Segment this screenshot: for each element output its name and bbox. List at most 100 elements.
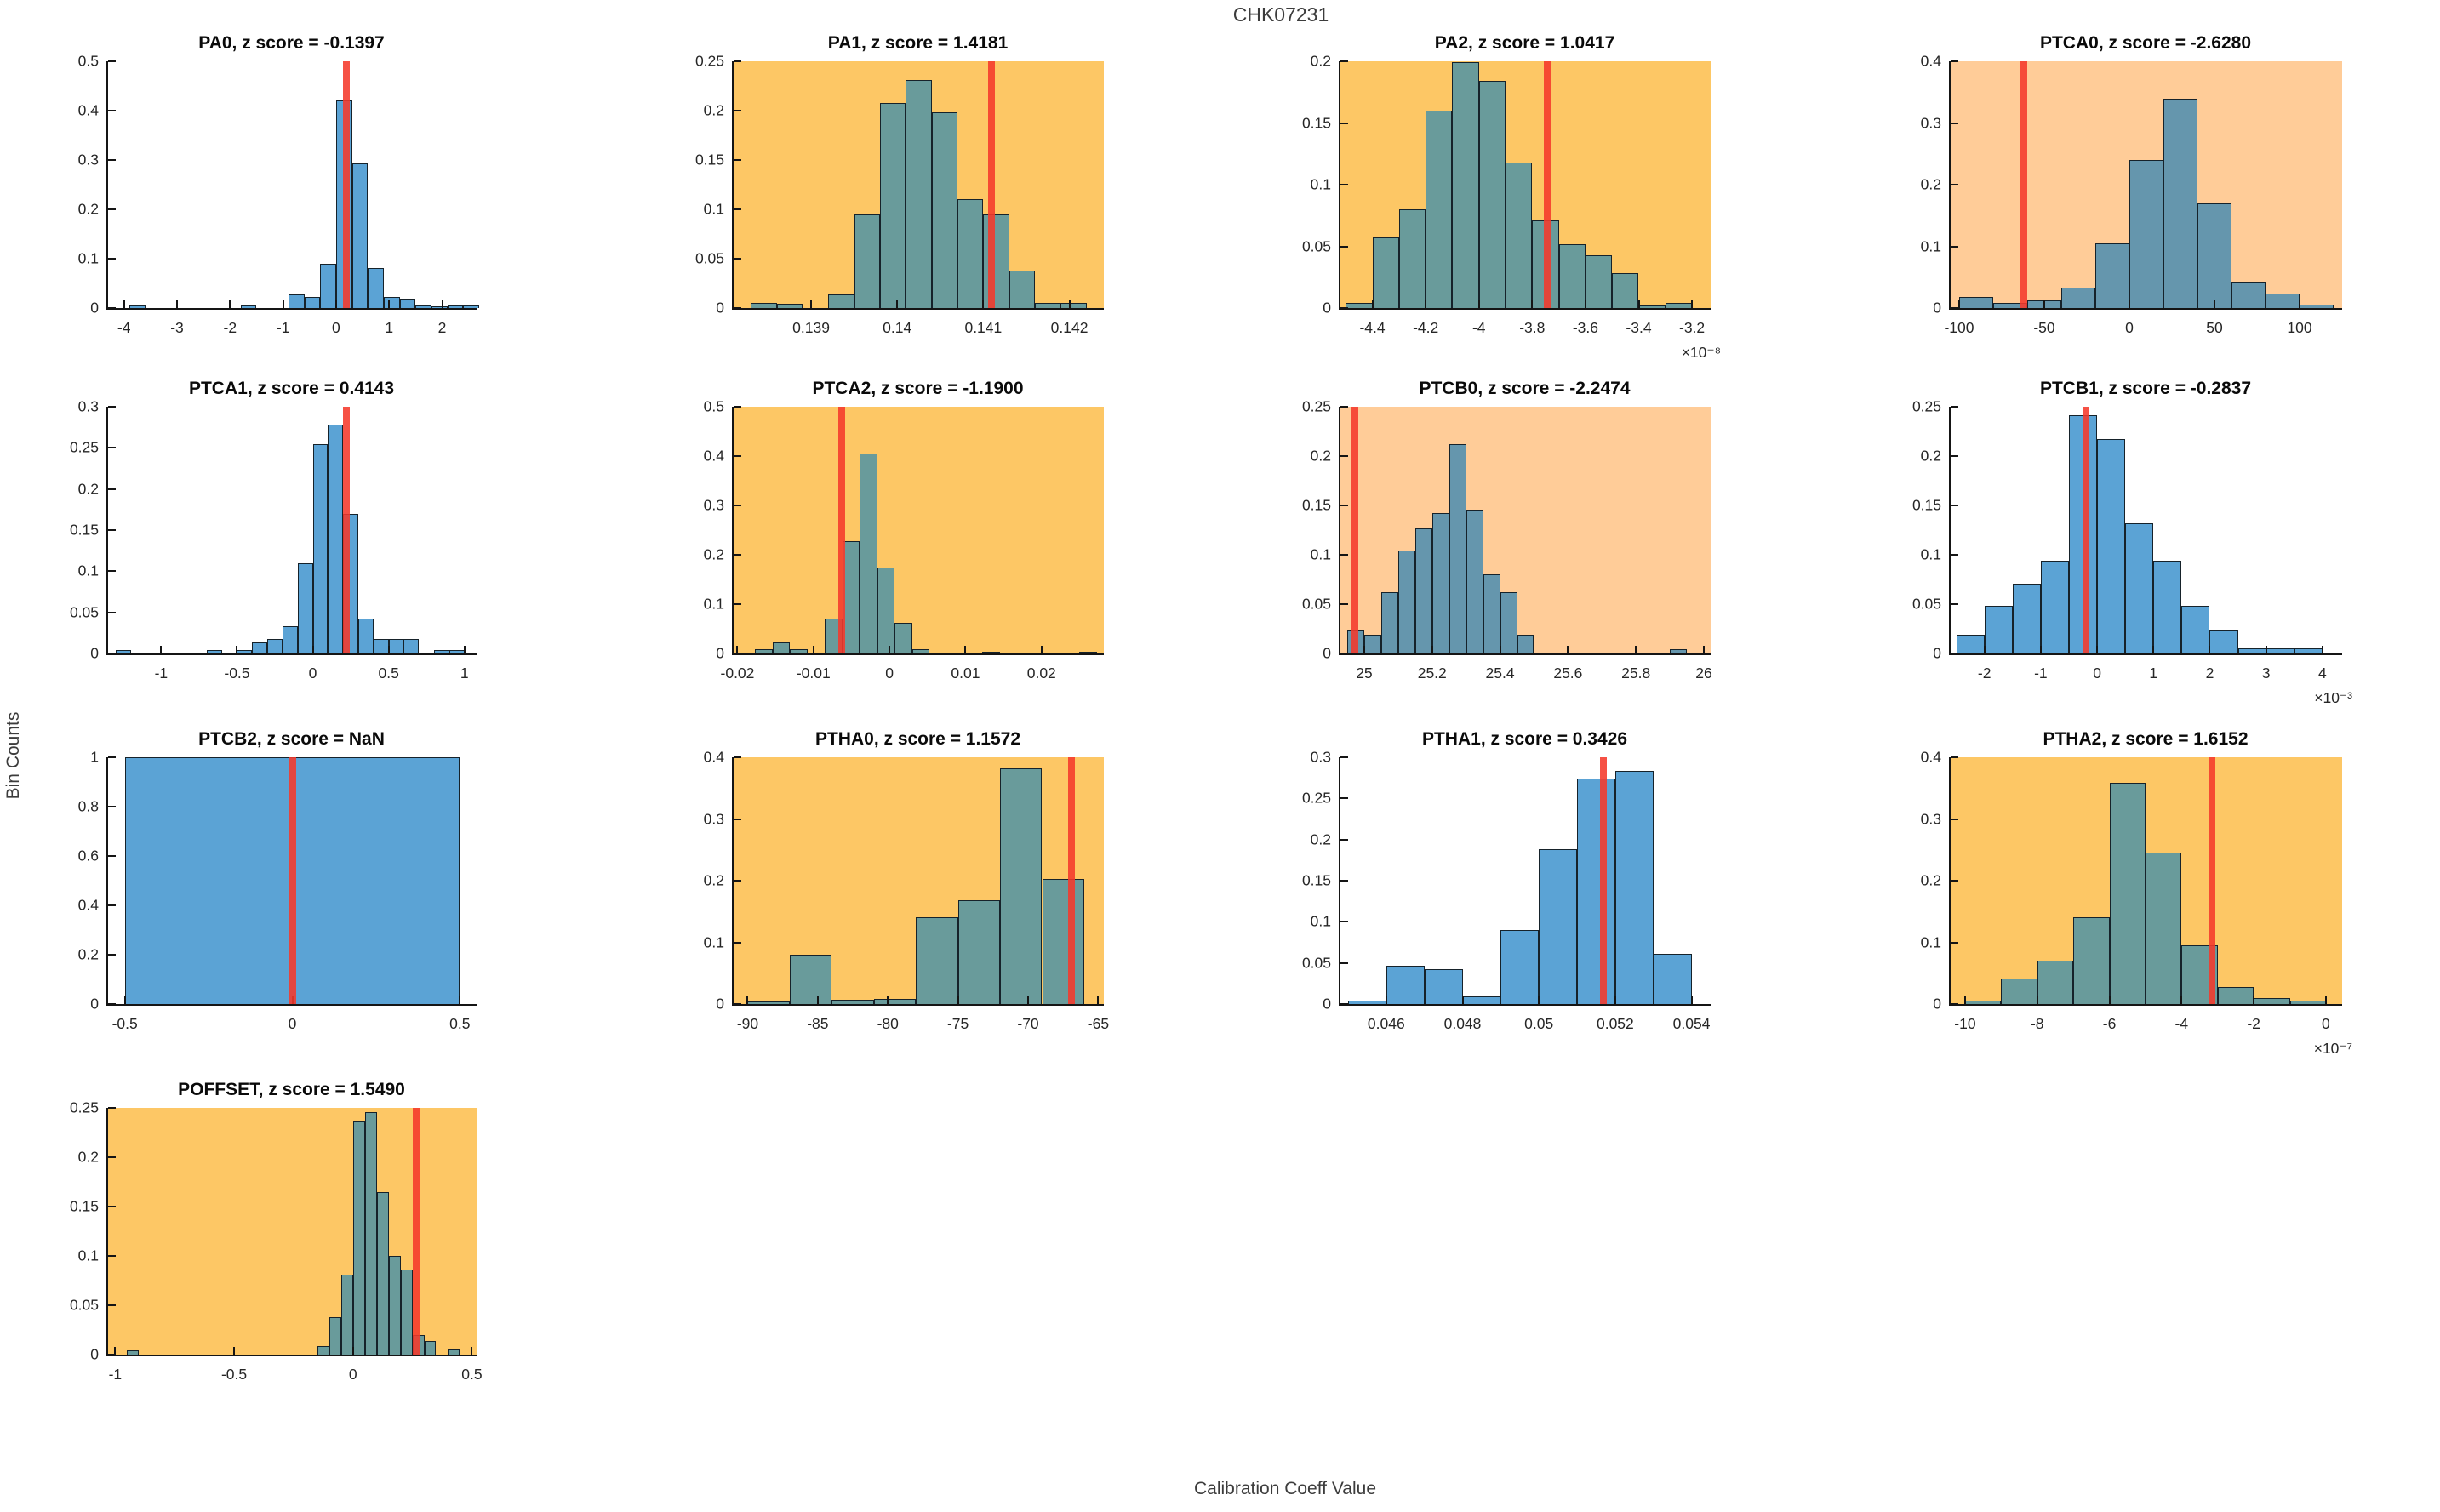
y-tick-label: 0.2 [703,545,724,563]
x-tick-mark [1068,300,1071,308]
histogram-bar [879,102,906,308]
x-tick-mark [982,300,985,308]
x-tick-mark [1363,646,1365,653]
x-tick-mark [1703,646,1706,653]
y-tick-mark [734,603,741,605]
x-tick-mark [1963,996,1966,1004]
histogram-bar [2181,606,2210,653]
histogram-bar [1060,303,1087,308]
y-tick-label: 0.15 [1301,496,1331,514]
plot-area: 0 0.05 0.1 0.15 0.2 -4.4 -4.2 -4 -3.8 -3.6 -3.4 -3.… [1302,53,1721,362]
y-tick-mark [1340,921,1348,923]
y-tick-label: 0.4 [1920,52,1941,70]
y-tick-mark [1951,941,1958,944]
y-tick-mark [734,818,741,820]
histogram-bar [1079,651,1097,653]
histogram-bar [1426,111,1453,308]
x-tick-label: -4 [2174,1015,2189,1032]
x-tick-mark [2324,996,2327,1004]
x-tick-label: -4 [117,319,131,336]
x-tick-label: -4.4 [1359,319,1386,336]
y-tick-label: 0.2 [1920,175,1941,193]
histogram-bar [2217,986,2254,1004]
z-score-marker-line [837,407,845,653]
y-tick-label: 0.15 [1911,496,1941,514]
y-tick-label: 0.1 [77,1247,99,1264]
subplot-ptca0: PTCA0, z score = -2.6280 0 0.1 0.2 0.3 0.4 -10… [1921,33,2342,336]
x-tick-label: -0.5 [224,665,250,682]
histogram-bar [931,112,958,308]
x-tick-mark [1431,646,1433,653]
x-tick-mark [236,646,238,653]
y-tick-mark [108,529,116,531]
y-tick-label: 0.2 [1310,447,1331,465]
x-tick-label: 3 [2261,665,2271,682]
x-tick-mark [2321,646,2323,653]
plot-area: 0 0.1 0.2 0.3 0.4 -100 -50 0 50 100 [1921,53,2342,336]
y-tick-mark [1340,122,1348,124]
histogram-bar [1380,592,1398,653]
y-tick-mark [734,455,741,457]
x-tick-mark [1690,996,1693,1004]
x-tick-mark [463,646,466,653]
histogram-bar [127,1350,140,1355]
x-tick-label: 26 [1695,665,1712,682]
y-tick-label: 0.2 [1310,52,1331,70]
subplot-poffset: POFFSET, z score = 1.5490 0 0.05 0.1 0.15 0.2… [70,1080,483,1383]
y-tick-mark [1340,1003,1348,1005]
plot-area: 0 0.05 0.1 0.15 0.2 0.25 25 25.2 25.4 25.6 25.8 26 [1302,398,1712,682]
y-tick-mark [1951,603,1958,605]
subplot-title: PA2, z score = 1.0417 [1434,33,1615,53]
histogram-bar [1483,574,1500,653]
y-tick-label: 0 [716,299,724,317]
histogram-bar [129,305,146,308]
histogram-bar [1539,849,1578,1004]
z-score-marker-line [1543,61,1551,308]
y-tick-mark [1340,184,1348,185]
x-tick-label: -80 [877,1015,899,1032]
histogram-bar [424,1340,437,1355]
y-tick-label: 0.2 [1310,830,1331,848]
histogram-bar [894,623,912,653]
y-tick-mark [108,258,116,260]
histogram-bar [2109,783,2146,1004]
x-tick-label: 0 [2322,1015,2330,1032]
x-tick-mark [175,300,178,308]
y-tick-label: 0.1 [703,933,724,950]
y-tick-label: 0.15 [1301,114,1331,131]
axis-exponent-label: ×10⁻⁸ [1681,344,1721,361]
x-tick-label: 0.5 [461,1366,483,1383]
x-tick-label: -10 [1954,1015,1976,1032]
x-tick-mark [123,300,125,308]
z-score-marker-line [412,1108,420,1355]
x-tick-mark [1425,300,1427,308]
x-tick-label: -65 [1087,1015,1110,1032]
y-tick-mark [1340,756,1348,758]
y-tick-mark [108,1354,116,1355]
histogram-bar [747,1001,790,1004]
x-tick-label: 25.2 [1417,665,1447,682]
y-tick-label: 0.1 [1920,545,1941,563]
x-tick-label: 0.046 [1367,1015,1405,1032]
y-tick-label: 0.8 [77,797,99,815]
y-tick-mark [734,653,741,654]
subplot-title: PTHA0, z score = 1.1572 [814,729,1021,749]
plot-area: 0 0.1 0.2 0.3 0.4 0.5 -0.02 -0.01 0 0.01 0.02 [704,398,1104,682]
histogram-bar [2209,630,2238,653]
histogram-bar [2153,560,2182,653]
y-tick-mark [108,806,116,807]
histogram-bar [297,562,313,653]
histogram-bar [828,294,854,308]
y-tick-mark [734,258,741,260]
y-tick-mark [1340,245,1348,248]
y-tick-mark [1340,307,1348,309]
x-tick-label: -90 [736,1015,759,1032]
y-tick-label: 0.05 [69,603,99,621]
x-tick-label: -3.6 [1572,319,1598,336]
x-tick-label: -3.8 [1519,319,1546,336]
histogram-bar [957,900,1001,1004]
histogram-bar [2231,282,2266,308]
x-tick-mark [233,1347,236,1355]
x-tick-label: -0.01 [796,665,831,682]
y-tick-label: 0.3 [703,810,724,827]
